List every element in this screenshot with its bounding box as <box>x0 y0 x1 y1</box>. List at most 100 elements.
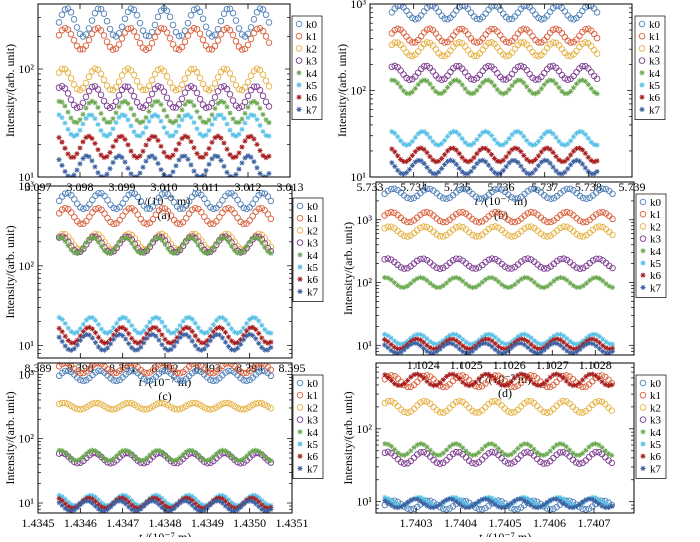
data-point <box>70 37 78 44</box>
data-point <box>532 91 539 97</box>
data-point <box>59 448 65 454</box>
data-point <box>541 82 547 88</box>
data-point <box>404 264 411 272</box>
data-point <box>488 25 495 33</box>
data-point <box>382 441 388 447</box>
data-point <box>569 403 577 411</box>
data-point <box>244 320 250 327</box>
data-point <box>71 213 78 221</box>
data-point <box>186 499 192 506</box>
data-point <box>564 335 570 342</box>
data-point <box>424 348 430 354</box>
data-point <box>182 153 188 159</box>
data-point <box>443 497 450 503</box>
data-point <box>433 231 440 238</box>
data-point <box>587 336 593 342</box>
data-point <box>460 278 466 284</box>
data-point <box>235 104 243 112</box>
data-point <box>68 329 74 335</box>
data-point <box>482 336 489 342</box>
data-point <box>579 77 586 83</box>
data-point <box>576 408 583 416</box>
data-point <box>602 381 608 388</box>
data-point <box>238 103 246 110</box>
legend-marker <box>639 198 647 206</box>
data-point <box>559 88 565 94</box>
data-point <box>62 333 68 339</box>
data-point <box>256 236 262 242</box>
data-point <box>550 164 556 170</box>
data-point <box>609 190 616 197</box>
data-point <box>518 148 524 155</box>
data-point <box>120 332 126 339</box>
data-point <box>593 343 599 349</box>
legend-marker <box>639 106 645 112</box>
data-point <box>156 497 162 503</box>
data-point <box>407 383 415 391</box>
data-point <box>147 332 153 338</box>
data-point <box>196 95 204 103</box>
data-point <box>460 336 466 343</box>
data-point <box>95 501 102 507</box>
data-point <box>256 340 262 346</box>
data-point <box>389 128 395 135</box>
data-point <box>482 10 489 17</box>
data-point <box>412 159 418 165</box>
data-point <box>145 82 153 90</box>
data-point <box>188 363 196 368</box>
legend-marker <box>640 272 646 278</box>
data-point <box>118 35 126 42</box>
data-point <box>132 508 138 513</box>
data-point <box>400 45 407 52</box>
data-point <box>225 497 232 503</box>
data-point <box>222 363 229 367</box>
data-point <box>485 62 492 70</box>
data-point <box>541 502 547 508</box>
data-point <box>532 167 539 173</box>
data-point <box>579 194 587 202</box>
data-point <box>466 383 472 389</box>
data-point <box>580 343 586 350</box>
legend-box <box>292 374 324 479</box>
data-point <box>554 496 560 502</box>
panel-1: 3.097 3.098 3.099 3.010 3.011 3.012 3.01310¹10… <box>3 3 323 222</box>
data-point <box>252 195 259 203</box>
data-point <box>235 86 243 93</box>
data-point <box>459 154 465 161</box>
data-point <box>414 442 420 448</box>
data-point <box>475 218 483 226</box>
data-point <box>207 406 214 413</box>
data-point <box>440 283 446 289</box>
data-point <box>137 215 145 223</box>
data-point <box>55 31 63 39</box>
data-point <box>456 209 463 216</box>
data-point <box>80 405 87 412</box>
data-point <box>201 340 207 346</box>
data-point <box>207 248 213 255</box>
data-point <box>188 139 194 145</box>
data-point <box>224 169 230 175</box>
data-point <box>186 334 192 340</box>
data-point <box>61 6 69 13</box>
data-point <box>462 139 468 145</box>
data-point <box>109 46 117 53</box>
legend-marker <box>296 82 302 88</box>
data-point <box>565 156 571 162</box>
data-point <box>472 460 479 467</box>
data-point <box>535 340 541 346</box>
data-point <box>567 39 574 46</box>
data-point <box>489 332 495 338</box>
data-point <box>447 80 454 87</box>
data-point <box>68 340 74 346</box>
series-k5 <box>389 128 600 148</box>
data-point <box>453 62 460 70</box>
data-point <box>593 331 599 338</box>
data-point <box>391 185 398 193</box>
legend-marker <box>295 32 303 40</box>
data-point <box>409 138 415 144</box>
x-tick-label: 1.1028 <box>579 358 612 372</box>
data-point <box>109 102 117 110</box>
data-point <box>61 85 69 92</box>
